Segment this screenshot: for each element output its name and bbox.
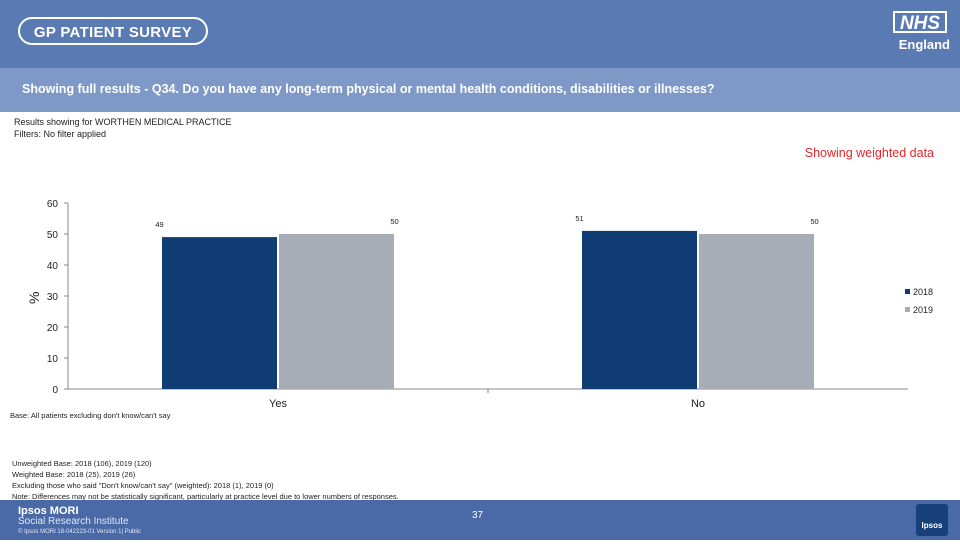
footer-copyright: © Ipsos MORI 18-042223-01 Version 1| Pub… <box>18 529 142 535</box>
nhs-logo: NHS <box>893 11 947 34</box>
base-note: Base: All patients excluding don't know/… <box>10 411 171 420</box>
nhs-england-label: England <box>898 37 950 52</box>
weighted-data-label: Showing weighted data <box>804 146 934 160</box>
notes-block: Unweighted Base: 2018 (106), 2019 (120) … <box>12 458 399 502</box>
note-excluded: Excluding those who said "Don't know/can… <box>12 481 274 490</box>
legend-swatch-2018 <box>905 289 910 294</box>
page-number: 37 <box>472 510 484 521</box>
legend-label-2019: 2019 <box>913 305 933 315</box>
data-label: 49 <box>155 220 163 229</box>
y-tick-label: 30 <box>47 292 59 303</box>
y-tick-label: 50 <box>47 230 59 241</box>
ipsos-mori-name: Ipsos MORI <box>18 505 79 517</box>
bar-2018-no <box>582 230 697 389</box>
note-unweighted-base: Unweighted Base: 2018 (106), 2019 (120) <box>12 459 152 468</box>
note-weighted-base: Weighted Base: 2018 (25), 2019 (26) <box>12 470 136 479</box>
social-research-institute: Social Research Institute <box>18 516 129 527</box>
legend-swatch-2019 <box>905 307 910 312</box>
results-for-text: Results showing for WORTHEN MEDICAL PRAC… <box>14 117 232 127</box>
data-label: 51 <box>575 214 583 223</box>
question-bar: Showing full results - Q34. Do you have … <box>0 68 960 112</box>
bar-2018-yes <box>162 237 277 389</box>
x-tick-label: No <box>691 398 705 410</box>
y-tick-label: 40 <box>47 261 59 272</box>
footer-bar: Ipsos MORI Social Research Institute © I… <box>0 500 960 540</box>
filter-info: Results showing for WORTHEN MEDICAL PRAC… <box>14 116 232 140</box>
filters-text: Filters: No filter applied <box>14 129 107 139</box>
y-tick-label: 10 <box>47 354 59 365</box>
legend-label-2018: 2018 <box>913 287 933 297</box>
data-label: 50 <box>390 217 398 226</box>
x-tick-label: Yes <box>269 398 287 410</box>
y-tick-label: 60 <box>47 199 59 210</box>
y-tick-label: 20 <box>47 323 59 334</box>
ipsos-logo: Ipsos <box>916 504 948 536</box>
bar-2019-yes <box>279 234 394 389</box>
note-significance: Note: Differences may not be statistical… <box>12 492 399 501</box>
question-title: Showing full results - Q34. Do you have … <box>22 82 715 96</box>
gp-patient-survey-logo: GP PATIENT SURVEY <box>18 17 208 45</box>
bar-2019-no <box>699 234 814 389</box>
header-bar: GP PATIENT SURVEY NHS England <box>0 0 960 68</box>
data-label: 50 <box>810 217 818 226</box>
y-axis-label: % <box>26 291 42 304</box>
y-tick-label: 0 <box>52 385 58 396</box>
